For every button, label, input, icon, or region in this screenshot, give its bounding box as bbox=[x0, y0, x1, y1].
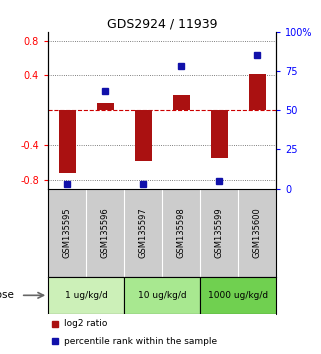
Bar bbox=[211, 110, 228, 158]
Title: GDS2924 / 11939: GDS2924 / 11939 bbox=[107, 18, 217, 31]
Text: GSM135597: GSM135597 bbox=[139, 207, 148, 258]
Text: 1 ug/kg/d: 1 ug/kg/d bbox=[65, 291, 108, 300]
Bar bbox=[124, 277, 200, 314]
Bar bbox=[97, 103, 114, 110]
Bar bbox=[59, 110, 76, 173]
Bar bbox=[134, 110, 152, 161]
Text: GSM135595: GSM135595 bbox=[63, 207, 72, 258]
Text: 1000 ug/kg/d: 1000 ug/kg/d bbox=[208, 291, 268, 300]
Text: percentile rank within the sample: percentile rank within the sample bbox=[64, 337, 217, 346]
Bar bbox=[173, 95, 190, 110]
Text: log2 ratio: log2 ratio bbox=[64, 320, 108, 329]
Text: GSM135596: GSM135596 bbox=[100, 207, 110, 258]
Bar bbox=[200, 277, 276, 314]
Text: GSM135600: GSM135600 bbox=[253, 207, 262, 258]
Bar bbox=[248, 74, 265, 110]
Text: dose: dose bbox=[0, 290, 14, 300]
Bar bbox=[48, 277, 124, 314]
Text: 10 ug/kg/d: 10 ug/kg/d bbox=[138, 291, 187, 300]
Text: GSM135598: GSM135598 bbox=[177, 207, 186, 258]
Text: GSM135599: GSM135599 bbox=[214, 207, 224, 258]
